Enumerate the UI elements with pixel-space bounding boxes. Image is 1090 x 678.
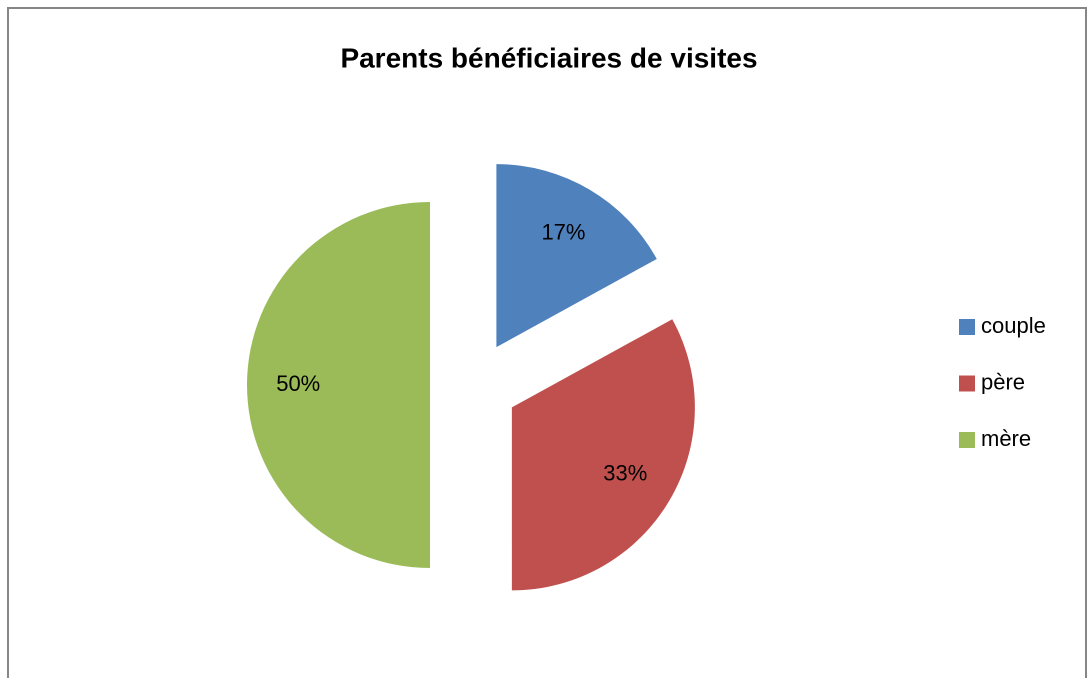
pie-slice [511, 319, 695, 591]
pie-slice [247, 202, 430, 568]
legend-swatch [959, 319, 975, 335]
data-label: 17% [541, 220, 585, 245]
legend-swatch [959, 375, 975, 392]
chart-title: Parents bénéficiaires de visites [340, 42, 757, 73]
legend-label: mère [981, 426, 1031, 451]
data-label: 33% [603, 460, 647, 485]
legend-label: père [981, 369, 1025, 394]
legend-label: couple [981, 313, 1046, 338]
pie-slice [496, 164, 657, 348]
legend-swatch [959, 432, 975, 448]
data-label: 50% [276, 371, 320, 396]
